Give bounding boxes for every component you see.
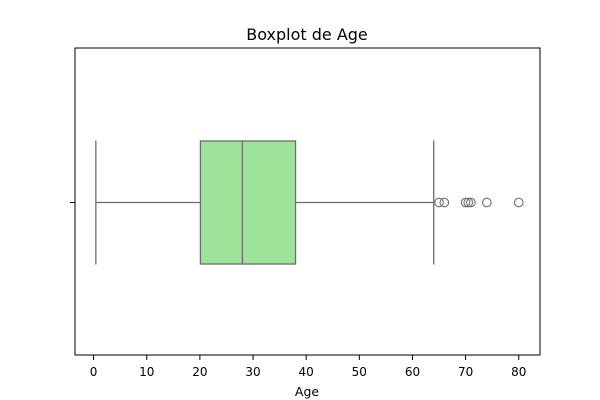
x-axis-label: Age: [295, 384, 319, 399]
outliers-group: [434, 197, 524, 208]
x-tick-label: 40: [299, 365, 314, 379]
x-tick-label: 50: [352, 365, 367, 379]
outlier-point: [460, 197, 471, 208]
x-tick-label: 20: [192, 365, 207, 379]
outlier-point: [463, 197, 474, 208]
outlier-point: [434, 197, 444, 208]
iqr-box: [199, 140, 297, 265]
x-tick-label: 60: [405, 365, 420, 379]
outlier-point: [482, 197, 492, 208]
box-group: [95, 140, 435, 265]
x-tick-label: 70: [458, 365, 473, 379]
x-tick-label: 80: [511, 365, 526, 379]
chart-title: Boxplot de Age: [246, 25, 368, 44]
outlier-point: [513, 197, 524, 208]
axes-frame: [74, 47, 541, 356]
x-axis-ticks: 0 10 20 30 40 50 60 70 80: [90, 355, 526, 379]
outlier-point: [466, 197, 476, 208]
x-tick-label: 0: [90, 365, 98, 379]
x-tick-label: 30: [245, 365, 260, 379]
x-tick-label: 10: [139, 365, 154, 379]
outlier-point: [439, 197, 450, 208]
